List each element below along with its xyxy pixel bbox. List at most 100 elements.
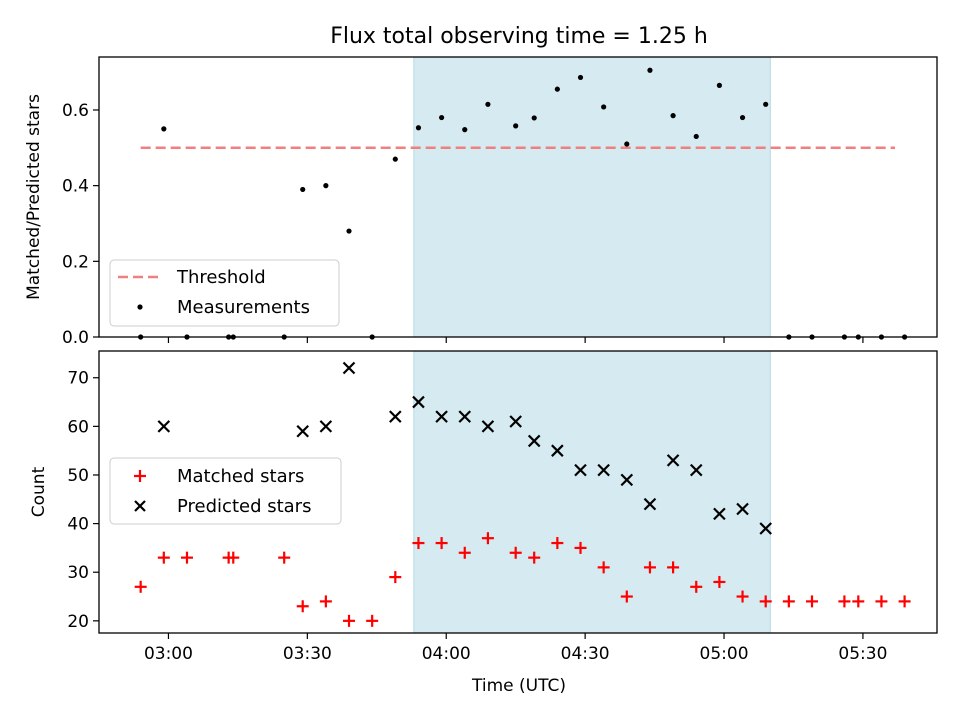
predicted-star-point bbox=[157, 420, 171, 433]
matched-star-point bbox=[366, 614, 379, 627]
bottom-y-axis-label: Count bbox=[29, 466, 49, 517]
bottom-y-ticks: 20 30 40 50 60 70 bbox=[67, 369, 99, 632]
matched-star-point bbox=[278, 551, 291, 564]
measurement-point bbox=[763, 101, 769, 107]
bottom-highlight-span bbox=[413, 350, 771, 634]
predicted-star-point bbox=[435, 410, 448, 423]
y-tick-label: 0.6 bbox=[62, 101, 89, 121]
matched-star-point bbox=[875, 595, 888, 608]
matched-star-point bbox=[736, 590, 749, 603]
measurement-point bbox=[485, 101, 491, 107]
bottom-panel: 20 30 40 50 60 70 03:00 03:30 04:00 04:30 05:00 05… bbox=[29, 350, 938, 696]
matched-star-point bbox=[389, 571, 402, 584]
x-tick-label: 03:00 bbox=[144, 644, 193, 664]
predicted-stars-points bbox=[157, 361, 772, 535]
measurement-point bbox=[716, 82, 722, 88]
predicted-star-point bbox=[620, 473, 634, 487]
measurement-point bbox=[415, 125, 422, 131]
measurement-point bbox=[392, 156, 398, 162]
top-y-axis-label: Matched/Predicted stars bbox=[24, 94, 44, 300]
measurement-point bbox=[601, 104, 607, 110]
matched-star-point bbox=[509, 546, 522, 559]
bottom-x-ticks: 03:00 03:30 04:00 04:30 05:00 05:30 bbox=[144, 633, 887, 664]
measurement-points bbox=[138, 67, 908, 340]
measurement-point bbox=[670, 113, 676, 119]
x-tick-label: 04:30 bbox=[561, 644, 610, 664]
chart-title: Flux total observing time = 1.25 h bbox=[330, 24, 708, 49]
matched-star-point bbox=[643, 561, 656, 574]
predicted-star-point bbox=[597, 463, 610, 477]
predicted-star-point bbox=[389, 410, 402, 423]
matched-star-point bbox=[458, 546, 471, 559]
measurement-point bbox=[300, 186, 306, 193]
matched-star-point bbox=[319, 595, 332, 608]
measurement-point bbox=[161, 126, 167, 132]
x-axis-label: Time (UTC) bbox=[471, 676, 566, 696]
predicted-star-point bbox=[509, 415, 522, 428]
predicted-star-point bbox=[319, 420, 333, 433]
top-axes-frame bbox=[98, 56, 938, 338]
predicted-star-point bbox=[574, 463, 587, 477]
predicted-star-point bbox=[296, 424, 309, 438]
matched-star-point bbox=[597, 561, 610, 574]
top-highlight-span bbox=[413, 56, 771, 338]
measurement-point bbox=[439, 114, 445, 121]
matched-star-point bbox=[898, 595, 911, 608]
predicted-star-point bbox=[481, 420, 495, 433]
y-tick-label: 60 bbox=[67, 417, 89, 437]
top-panel: 0.0 0.2 0.4 0.6 Matched/Predicted stars Thr… bbox=[24, 56, 938, 348]
measurement-point bbox=[346, 228, 352, 234]
x-tick-label: 05:30 bbox=[838, 644, 887, 664]
matched-star-point bbox=[838, 595, 851, 608]
matched-star-point bbox=[528, 551, 541, 564]
predicted-star-point bbox=[713, 507, 726, 521]
matched-star-point bbox=[805, 595, 818, 608]
measurement-point bbox=[531, 115, 537, 121]
top-legend: Threshold Measurements bbox=[109, 259, 340, 327]
matched-star-point bbox=[620, 590, 633, 603]
y-tick-label: 70 bbox=[67, 369, 89, 389]
predicted-star-point bbox=[736, 502, 749, 516]
predicted-star-point bbox=[527, 434, 541, 448]
legend-matched-label: Matched stars bbox=[177, 466, 304, 487]
matched-star-point bbox=[713, 575, 726, 588]
top-x-ticks bbox=[167, 337, 864, 343]
measurement-point bbox=[693, 133, 699, 140]
y-tick-label: 0.4 bbox=[62, 177, 89, 197]
legend-predicted-label: Predicted stars bbox=[177, 496, 311, 517]
matched-star-point bbox=[481, 532, 494, 545]
matched-star-point bbox=[134, 580, 147, 593]
predicted-star-point bbox=[458, 410, 472, 423]
y-tick-label: 40 bbox=[67, 515, 89, 535]
measurement-point bbox=[647, 67, 653, 73]
matched-star-point bbox=[667, 561, 680, 574]
matched-star-point bbox=[227, 551, 240, 564]
predicted-star-point bbox=[666, 454, 680, 467]
matched-star-point bbox=[412, 537, 425, 550]
y-tick-label: 0.0 bbox=[62, 328, 89, 348]
matched-star-point bbox=[782, 595, 795, 608]
measurement-point bbox=[462, 127, 468, 133]
bottom-legend: Matched stars Predicted stars bbox=[109, 457, 342, 525]
predicted-star-point bbox=[643, 497, 657, 511]
x-tick-label: 03:30 bbox=[283, 644, 332, 664]
matched-star-point bbox=[343, 614, 356, 627]
measurement-point bbox=[739, 114, 746, 121]
measurement-point bbox=[577, 74, 584, 81]
legend-measurements-swatch bbox=[137, 304, 143, 310]
y-tick-label: 0.2 bbox=[62, 252, 89, 272]
bottom-axes-frame bbox=[98, 350, 938, 634]
y-tick-label: 50 bbox=[67, 466, 89, 486]
legend-matched-swatch bbox=[134, 470, 146, 482]
legend-threshold-label: Threshold bbox=[176, 267, 266, 288]
predicted-star-point bbox=[412, 395, 425, 409]
matched-star-point bbox=[157, 551, 170, 564]
measurement-point bbox=[554, 86, 560, 92]
predicted-star-point bbox=[689, 463, 703, 477]
x-tick-label: 04:00 bbox=[422, 644, 471, 664]
legend-predicted-swatch bbox=[134, 500, 146, 512]
measurement-point bbox=[513, 123, 519, 129]
matched-star-point bbox=[759, 595, 772, 608]
predicted-star-point bbox=[759, 522, 772, 535]
